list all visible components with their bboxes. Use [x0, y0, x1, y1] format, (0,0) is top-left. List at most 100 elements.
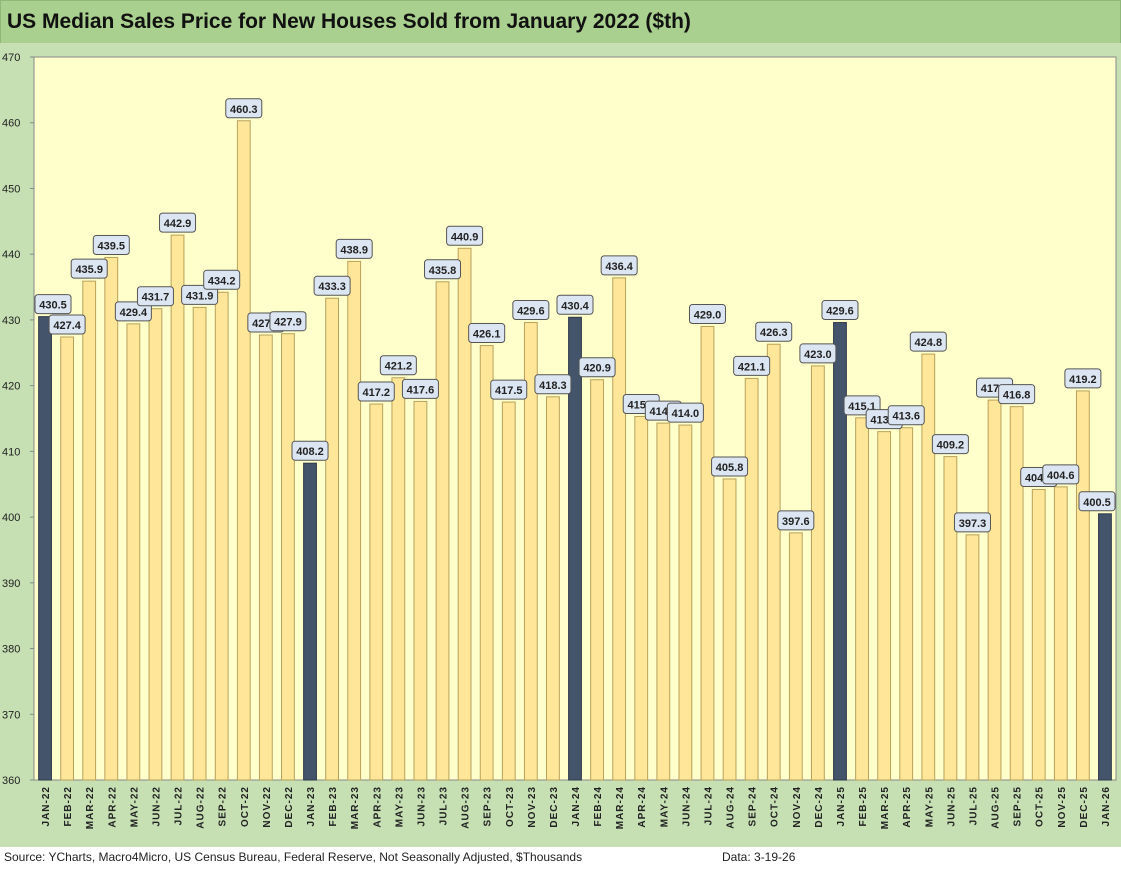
x-tick-label: FEB-23 — [328, 786, 339, 826]
data-label: 404.6 — [1047, 470, 1075, 482]
data-label-box — [688, 303, 726, 324]
data-label: 416.8 — [1003, 390, 1031, 402]
data-label-box — [556, 294, 594, 315]
data-label: 460.3 — [230, 104, 258, 116]
x-tick-label: FEB-22 — [63, 786, 74, 826]
x-tick-label: NOV-22 — [262, 786, 273, 828]
data-label: 419.2 — [1069, 374, 1097, 386]
data-label: 405.8 — [716, 462, 744, 474]
x-tick-label: AUG-24 — [726, 786, 737, 829]
x-tick-label: OCT-23 — [505, 786, 516, 827]
x-tick-label: NOV-25 — [1057, 786, 1068, 828]
y-tick-label: 430 — [2, 315, 20, 327]
y-tick-label: 390 — [2, 578, 20, 590]
data-label: 430.5 — [39, 300, 67, 312]
x-tick-label: OCT-24 — [770, 786, 781, 827]
x-tick-label: APR-24 — [637, 786, 648, 828]
data-label: 426.1 — [473, 329, 501, 341]
bar-oct-23 — [501, 401, 516, 781]
data-label: 424.8 — [915, 337, 943, 349]
bar-jan-23 — [303, 462, 317, 781]
data-label: 397.6 — [782, 516, 810, 528]
data-label-box — [512, 300, 550, 321]
bar-may-24 — [656, 422, 671, 781]
data-label-box — [733, 355, 771, 376]
data-label: 429.6 — [517, 306, 545, 318]
bar-jun-23 — [413, 400, 428, 781]
bar-aug-22 — [192, 306, 207, 781]
data-label-box — [666, 402, 704, 423]
bar-jun-25 — [943, 456, 958, 781]
data-label: 439.5 — [98, 240, 126, 252]
bar-feb-23 — [325, 297, 340, 781]
y-tick-label: 420 — [2, 381, 20, 393]
data-label-box — [159, 212, 197, 233]
bar-sep-25 — [1009, 406, 1024, 781]
y-tick-label: 440 — [2, 249, 20, 261]
data-label: 408.2 — [296, 446, 324, 458]
bar-sep-24 — [744, 377, 759, 781]
bar-dec-23 — [546, 396, 560, 781]
data-label: 435.9 — [75, 264, 103, 276]
data-label-box — [70, 258, 108, 279]
data-label-box — [468, 323, 506, 344]
data-label-box — [534, 374, 572, 395]
bar-aug-25 — [987, 399, 1002, 781]
x-tick-label: DEC-24 — [814, 786, 825, 828]
x-tick-label: MAY-23 — [394, 786, 405, 827]
data-label-box — [711, 456, 749, 477]
x-tick-label: SEP-23 — [483, 786, 494, 826]
x-tick-label: JUL-22 — [174, 786, 185, 825]
data-label: 417.5 — [495, 385, 523, 397]
data-label-box — [424, 259, 462, 280]
x-tick-label: DEC-25 — [1079, 786, 1090, 828]
x-tick-label: AUG-22 — [196, 786, 207, 829]
data-label-box — [998, 384, 1036, 405]
data-label-box — [953, 512, 991, 533]
x-tick-label: OCT-22 — [240, 786, 251, 827]
data-label: 429.0 — [694, 309, 722, 321]
bar-jun-22 — [148, 308, 163, 781]
data-label: 435.8 — [429, 265, 457, 277]
bar-jul-22 — [170, 234, 185, 781]
data-label: 397.3 — [959, 518, 987, 530]
footer: Source: YCharts, Macro4Micro, US Census … — [0, 847, 1121, 872]
x-tick-label: MAY-25 — [924, 786, 935, 827]
data-label: 436.4 — [605, 261, 633, 273]
data-label: 421.1 — [738, 361, 766, 373]
x-tick-label: JUL-25 — [968, 786, 979, 825]
data-label: 414.0 — [672, 408, 700, 420]
data-label-box — [931, 434, 969, 455]
data-label-box — [379, 355, 417, 376]
data-label: 433.3 — [318, 281, 346, 293]
data-label-box — [48, 314, 86, 335]
bar-dec-25 — [1075, 390, 1090, 781]
bar-aug-23 — [457, 247, 472, 781]
y-tick-label: 450 — [2, 183, 20, 195]
x-tick-label: SEP-24 — [748, 786, 759, 826]
source-note: Source: YCharts, Macro4Micro, US Census … — [4, 850, 583, 864]
data-label: 421.2 — [385, 361, 413, 373]
x-tick-label: AUG-25 — [991, 786, 1002, 829]
bar-may-22 — [126, 323, 141, 781]
data-label: 429.4 — [120, 307, 148, 319]
data-label-box — [490, 379, 528, 400]
data-label-box — [401, 378, 439, 399]
data-label: 434.2 — [208, 275, 236, 287]
x-tick-label: MAR-23 — [350, 786, 361, 829]
data-label: 438.9 — [340, 244, 368, 256]
x-tick-label: OCT-25 — [1035, 786, 1046, 827]
x-tick-label: FEB-25 — [858, 786, 869, 826]
data-label-box — [799, 343, 837, 364]
x-tick-label: JUL-24 — [703, 786, 714, 825]
data-label-box — [1078, 491, 1116, 512]
data-label: 420.9 — [583, 363, 611, 375]
data-label-box — [887, 405, 925, 426]
bar-may-23 — [391, 377, 406, 781]
bar-oct-22 — [236, 120, 251, 781]
y-tick-label: 460 — [2, 118, 20, 130]
bar-jan-22 — [38, 316, 52, 781]
data-label: 429.6 — [826, 306, 854, 318]
y-tick-label: 360 — [2, 775, 20, 787]
x-tick-label: SEP-22 — [218, 786, 229, 826]
